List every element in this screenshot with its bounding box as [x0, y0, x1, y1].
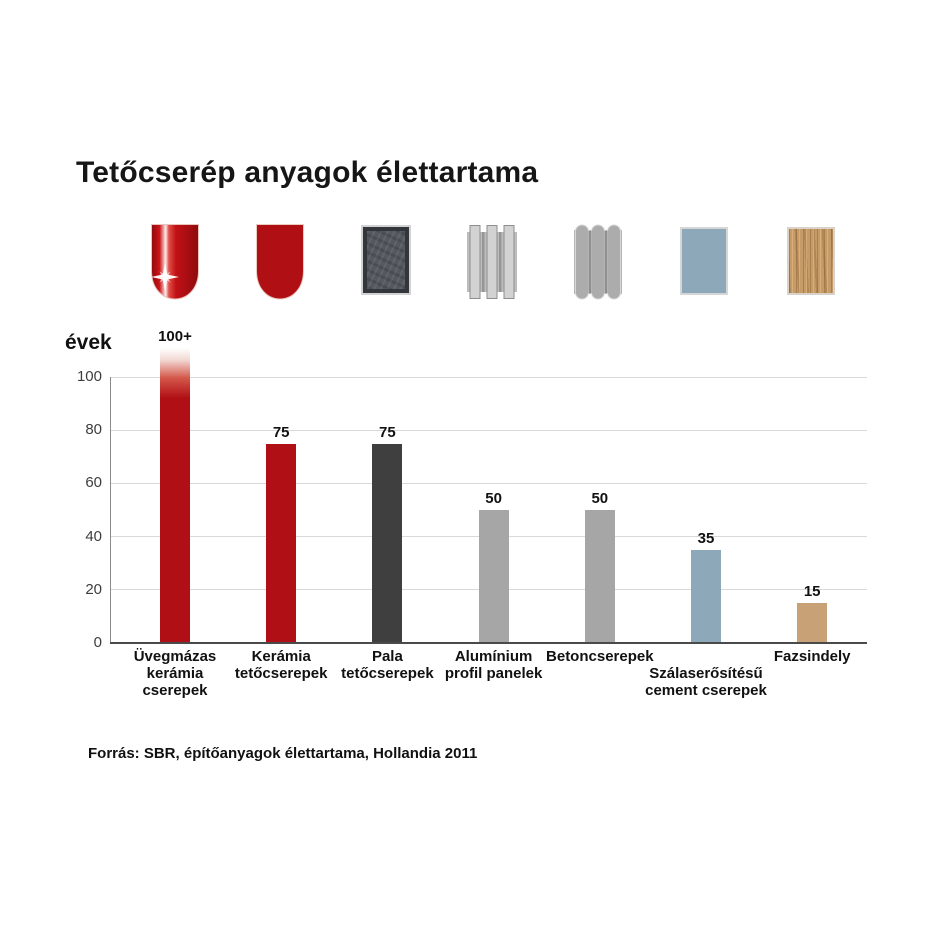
bar-2 [266, 443, 297, 643]
bar-value-label: 50 [591, 490, 609, 507]
slate-tile-icon [358, 224, 414, 302]
bar-value-label: 100+ [158, 328, 192, 345]
y-axis-line [110, 377, 111, 643]
gridline [110, 482, 867, 484]
y-tick-label: 60 [85, 474, 102, 492]
y-tick-label: 0 [93, 634, 102, 651]
gridline [110, 376, 867, 378]
fiber-cement-tile-icon [676, 224, 732, 302]
bar-4 [478, 510, 509, 643]
aluminium-profile-panel-icon [464, 224, 520, 302]
ceramic-tile-graphic [256, 224, 304, 300]
x-axis-line [110, 642, 867, 644]
bar-7 [797, 603, 828, 643]
bar-value-label: 35 [697, 529, 715, 547]
y-tick-label: 80 [85, 421, 102, 439]
bar-5 [584, 510, 615, 643]
y-tick-label: 20 [85, 580, 102, 598]
wood-shingle-graphic [787, 227, 835, 295]
bar-category-label: Kerámia tetőcserepek [234, 648, 328, 682]
glazed-ceramic-tile-icon [147, 224, 203, 302]
bar-category-label: Üvegmázas kerámia cserepek [133, 648, 217, 699]
bar-category-label: Pala tetőcserepek [341, 648, 434, 682]
source-note: Forrás: SBR, építőanyagok élettartama, H… [88, 745, 478, 762]
concrete-tile-icon [570, 224, 626, 302]
bar-category-label: Alumínium profil panelek [444, 648, 543, 682]
bar-category-label: Fazsindely [773, 648, 851, 665]
slate-tile-graphic [361, 225, 411, 295]
glazed-ceramic-tile-graphic [151, 224, 199, 300]
gridline [110, 429, 867, 431]
concrete-tile-graphic [574, 224, 622, 300]
bar-6 [691, 549, 721, 643]
bar-category-label: Szálaserősítésű cement cserepek [645, 665, 767, 699]
fiber-cement-graphic [680, 227, 728, 295]
y-axis-title: évek [65, 331, 112, 354]
bar-value-label: 50 [485, 490, 502, 507]
bar-value-label: 75 [379, 423, 396, 441]
bar-3 [372, 443, 403, 643]
y-tick-label: 40 [85, 527, 102, 545]
bar-value-label: 75 [272, 423, 290, 441]
wood-shingle-icon [783, 224, 839, 302]
aluminium-profile-graphic [467, 225, 517, 299]
page-title: Tetőcserép anyagok élettartama [76, 156, 539, 189]
bar-category-label: Betoncserepek [546, 648, 654, 665]
y-tick-label: 100 [76, 368, 102, 385]
bar-1 [160, 348, 190, 643]
ceramic-tile-icon [252, 224, 308, 302]
bar-value-label: 15 [803, 583, 821, 601]
